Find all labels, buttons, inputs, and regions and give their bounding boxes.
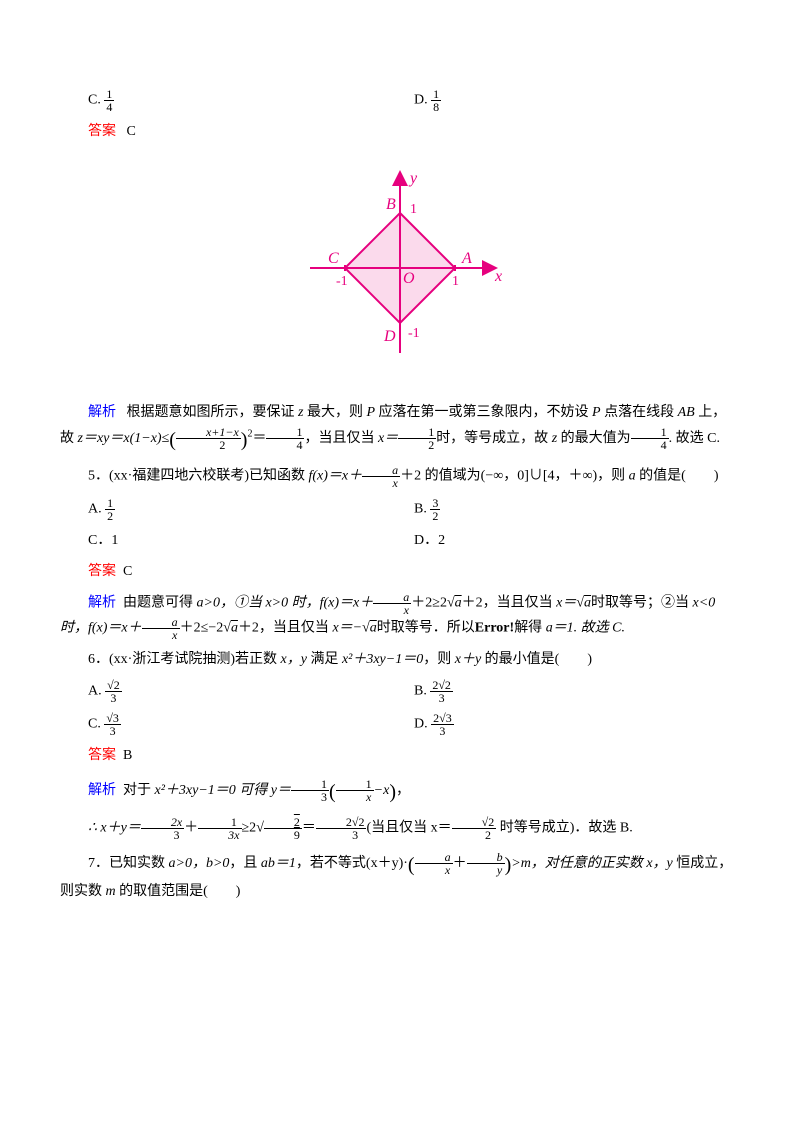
opt-d-prefix: D. bbox=[414, 93, 428, 108]
q4-explanation: 解析 根据题意如图所示，要保证 z 最大，则 P 应落在第一或第三象限内，不妨设… bbox=[60, 402, 740, 456]
svg-text:-1: -1 bbox=[408, 326, 420, 341]
expl-label: 解析 bbox=[88, 405, 116, 420]
opt-c-prefix: C. bbox=[88, 93, 101, 108]
q6-answer: 答案 B bbox=[60, 745, 740, 767]
svg-text:O: O bbox=[403, 270, 415, 287]
q5-stem: 5．(xx·福建四地六校联考)已知函数 f(x)＝x＋ax＋2 的值域为(−∞，… bbox=[60, 464, 740, 489]
q7-stem: 7．已知实数 a>0，b>0，且 ab＝1，若不等式(x＋y)·(ax＋by)>… bbox=[60, 849, 740, 903]
svg-text:y: y bbox=[408, 170, 418, 187]
q6-options-ab: A. √23 B. 2√23 bbox=[60, 679, 740, 704]
svg-text:D: D bbox=[383, 328, 396, 345]
svg-text:A: A bbox=[461, 250, 472, 267]
answer-value: C bbox=[127, 124, 136, 139]
diamond-diagram: y x B 1 C A 1 -1 O D -1 bbox=[60, 163, 740, 381]
q5-options-cd: C．1 D．2 bbox=[60, 530, 740, 552]
q5-answer: 答案 C bbox=[60, 561, 740, 583]
q5-options-ab: A. 12 B. 32 bbox=[60, 497, 740, 522]
svg-text:x: x bbox=[494, 268, 502, 285]
q5-explanation: 解析 由题意可得 a>0，①当 x>0 时，f(x)＝x＋ax＋2≥2√a＋2，… bbox=[60, 591, 740, 641]
svg-text:B: B bbox=[386, 196, 396, 213]
q6-stem: 6．(xx·浙江考试院抽测)若正数 x，y 满足 x²＋3xy−1＝0，则 x＋… bbox=[60, 649, 740, 671]
q6-explanation-1: 解析 对于 x²＋3xy−1＝0 可得 y＝13(1x−x)， bbox=[60, 776, 740, 808]
q6-options-cd: C. √33 D. 2√33 bbox=[60, 712, 740, 737]
q4-answer: 答案 C bbox=[60, 121, 740, 143]
svg-text:-1: -1 bbox=[336, 274, 348, 289]
opt-c-frac: 14 bbox=[104, 88, 114, 113]
svg-text:C: C bbox=[328, 250, 339, 267]
q4-options-cd: C. 14 D. 18 bbox=[60, 88, 740, 113]
svg-text:1: 1 bbox=[410, 202, 417, 217]
svg-text:1: 1 bbox=[452, 274, 459, 289]
opt-d-frac: 18 bbox=[431, 88, 441, 113]
answer-label: 答案 bbox=[88, 124, 116, 139]
q6-explanation-2: ∴ x＋y＝2x3＋13x≥2√29＝2√23(当且仅当 x＝√22 时等号成立… bbox=[60, 816, 740, 841]
